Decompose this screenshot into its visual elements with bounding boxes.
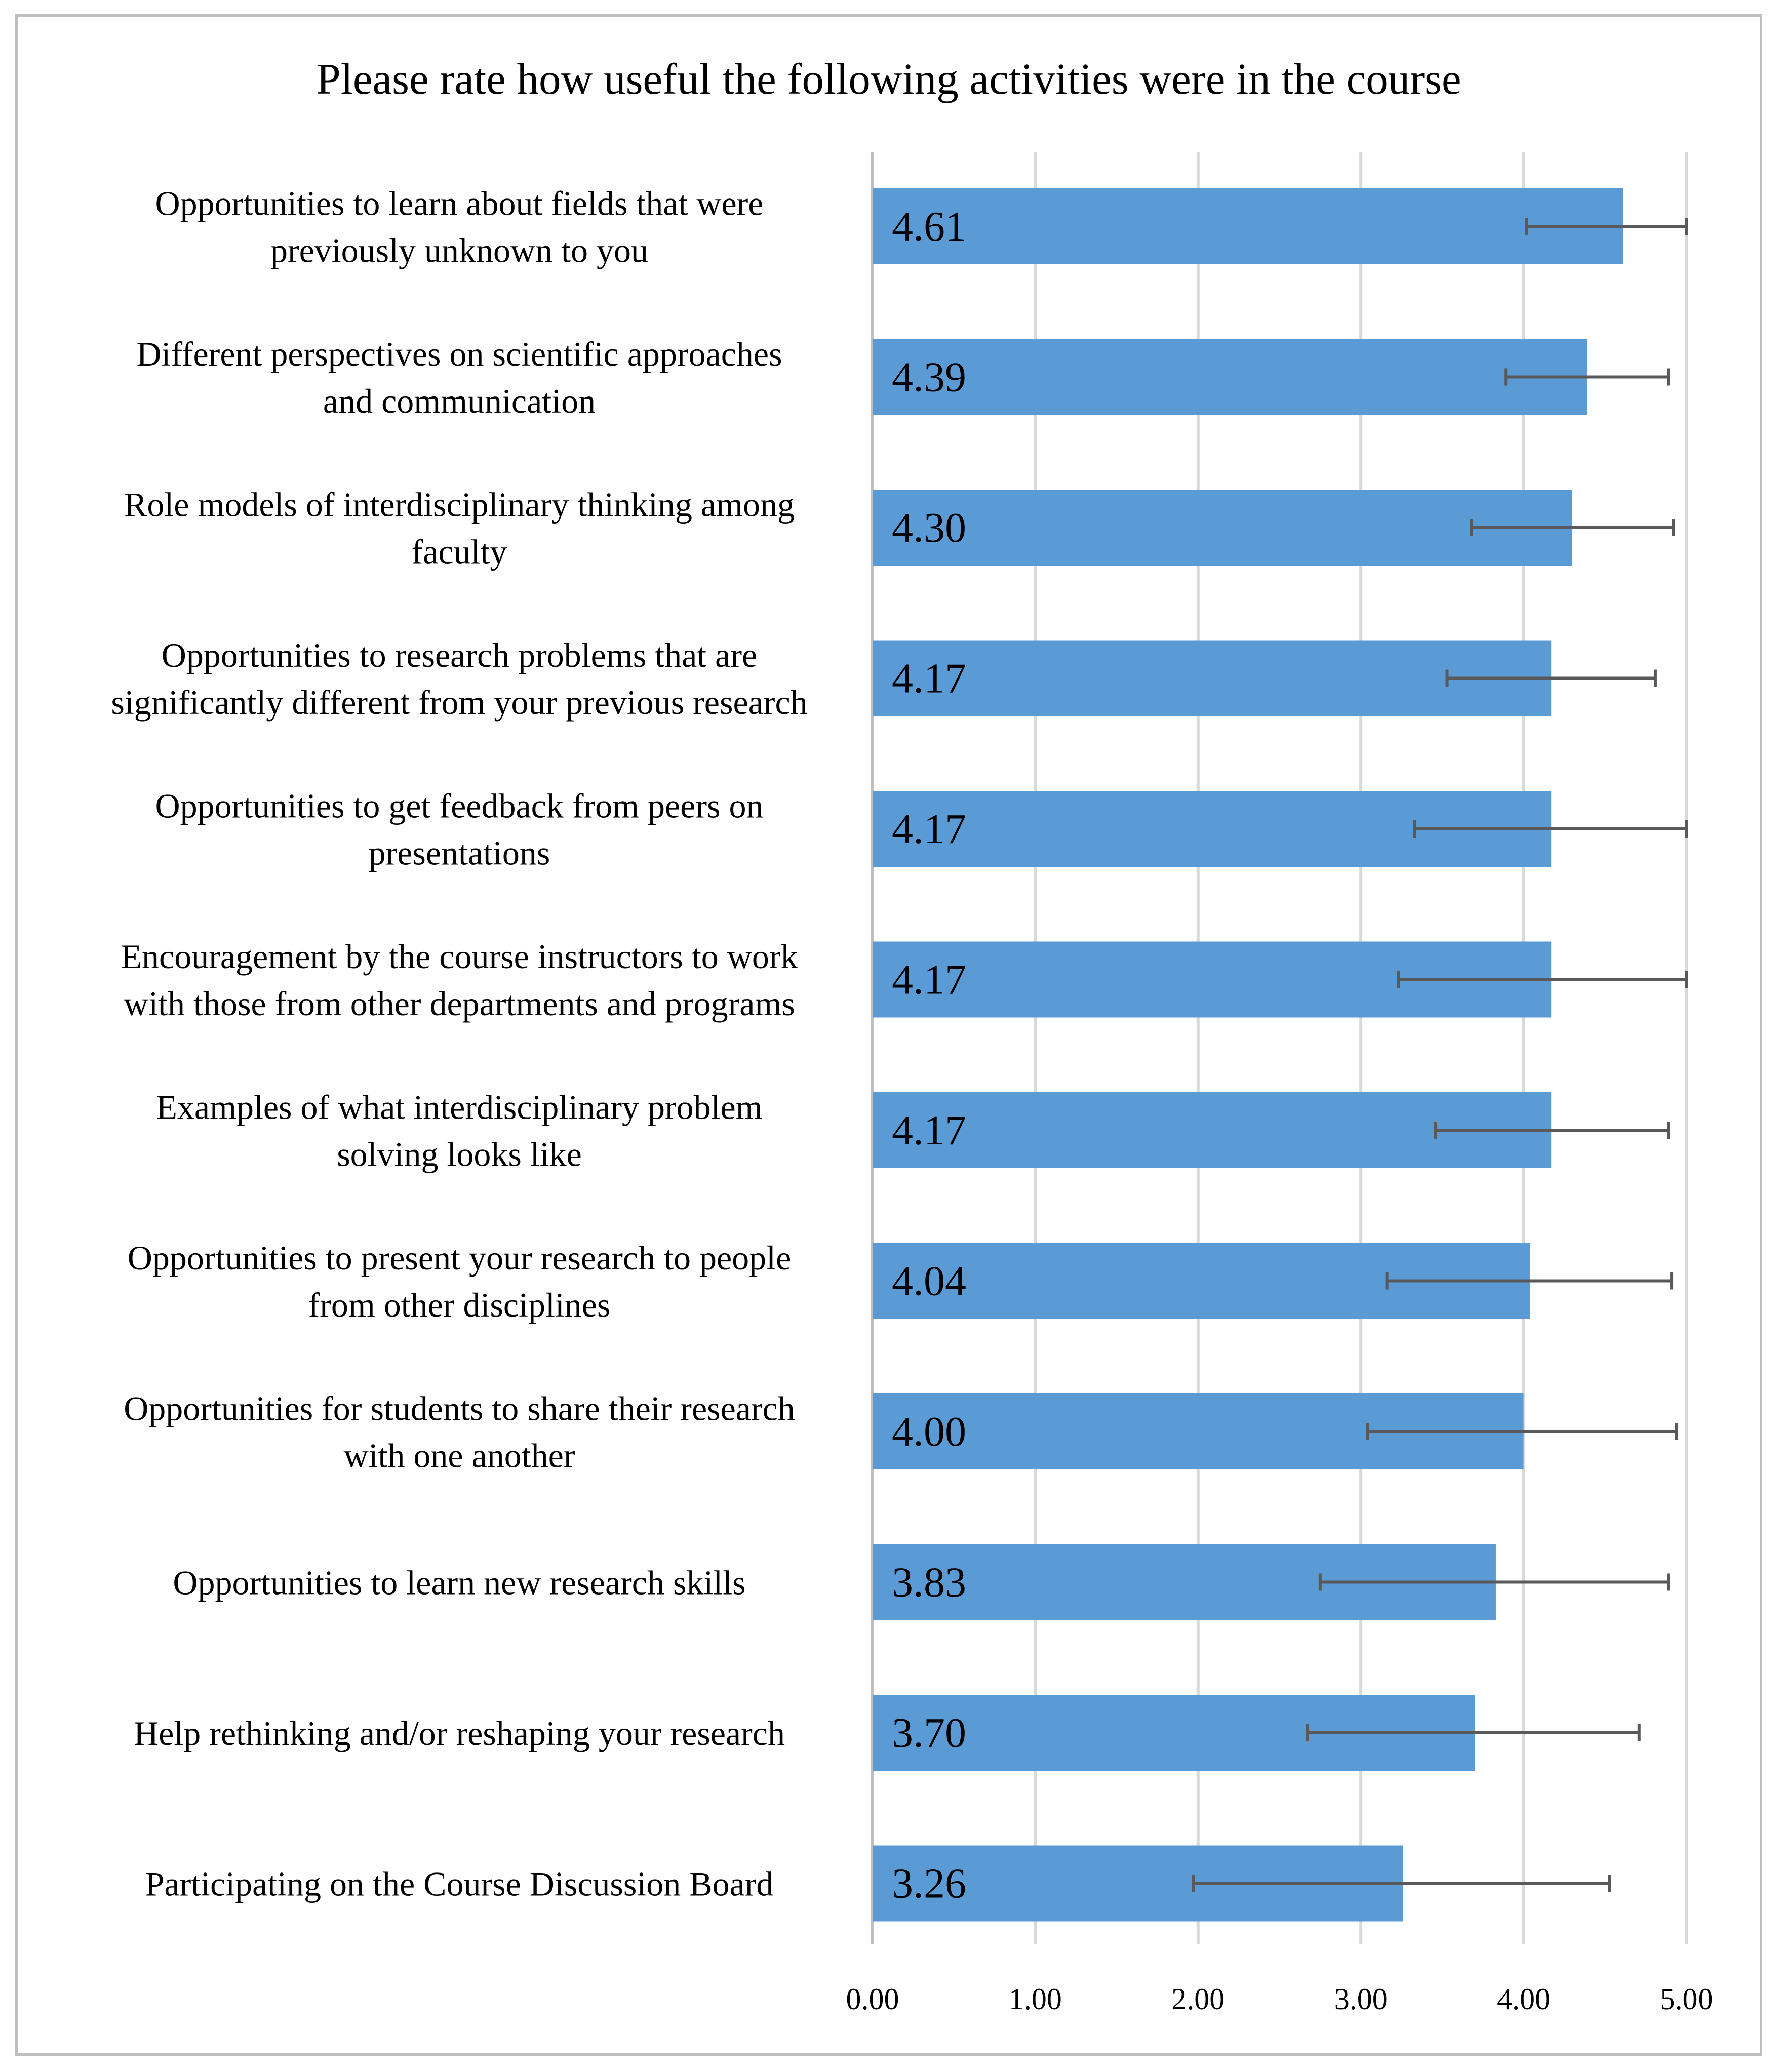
data-label: 4.00 [892, 1408, 966, 1455]
category-label-line: with one another [344, 1437, 575, 1475]
data-label: 4.61 [892, 203, 966, 250]
category-label-line: previously unknown to you [270, 231, 648, 270]
chart-title: Please rate how useful the following act… [316, 54, 1461, 103]
category-label-line: faculty [412, 533, 507, 571]
data-label: 4.17 [892, 806, 966, 853]
gridlines [871, 152, 1688, 1944]
category-label-line: Opportunities to research problems that … [162, 636, 757, 674]
data-label: 4.30 [892, 504, 966, 551]
category-label-line: Different perspectives on scientific app… [136, 335, 782, 373]
category-label: Opportunities to learn new research skil… [173, 1564, 745, 1602]
x-tick-label: 5.00 [1660, 1982, 1713, 2016]
category-label: Encouragement by the course instructors … [121, 937, 798, 1023]
x-axis-ticks: 0.00 1.00 2.00 3.00 4.00 5.00 [846, 1982, 1713, 2016]
category-label: Help rethinking and/or reshaping your re… [134, 1714, 785, 1752]
data-label: 4.17 [892, 957, 966, 1004]
x-tick-label: 2.00 [1171, 1982, 1225, 2016]
category-label-line: Opportunities to get feedback from peers… [155, 787, 764, 825]
x-tick-label: 1.00 [1009, 1982, 1062, 2016]
data-label: 3.26 [892, 1860, 966, 1907]
data-label: 4.17 [892, 1107, 966, 1154]
data-label: 4.04 [892, 1258, 966, 1305]
category-label-line: from other disciplines [308, 1286, 611, 1324]
category-label: Opportunities to research problems that … [111, 636, 807, 722]
category-label: Role models of interdisciplinary thinkin… [124, 486, 795, 571]
category-label-line: Examples of what interdisciplinary probl… [156, 1088, 762, 1127]
category-label-line: Opportunities to present your research t… [128, 1239, 792, 1277]
category-label: Participating on the Course Discussion B… [145, 1865, 774, 1903]
category-label-line: Participating on the Course Discussion B… [145, 1865, 774, 1903]
data-label: 3.70 [892, 1709, 966, 1757]
data-label: 4.17 [892, 655, 966, 702]
category-label-line: Help rethinking and/or reshaping your re… [134, 1714, 785, 1752]
x-tick-label: 4.00 [1497, 1982, 1550, 2016]
category-label-line: Opportunities to learn new research skil… [173, 1564, 745, 1602]
bars [873, 188, 1623, 1922]
category-label-line: solving looks like [337, 1135, 582, 1174]
category-label: Opportunities to present your research t… [128, 1239, 792, 1324]
error-bars [1192, 218, 1688, 1892]
bar [873, 640, 1552, 716]
bar [873, 339, 1587, 415]
category-label: Examples of what interdisciplinary probl… [156, 1088, 762, 1174]
chart-frame: Please rate how useful the following act… [15, 14, 1762, 2056]
x-tick-label: 0.00 [846, 1982, 899, 2016]
data-label: 3.83 [892, 1559, 966, 1606]
category-label-line: Opportunities for students to share thei… [124, 1389, 795, 1428]
category-label: Different perspectives on scientific app… [136, 335, 782, 420]
category-label-line: Opportunities to learn about fields that… [155, 184, 764, 223]
bar [873, 490, 1573, 566]
category-label: Opportunities to get feedback from peers… [155, 787, 764, 872]
category-label: Opportunities for students to share thei… [124, 1389, 795, 1475]
category-label-line: Role models of interdisciplinary thinkin… [124, 486, 795, 524]
bar-chart: Please rate how useful the following act… [111, 54, 1713, 2016]
category-labels: Opportunities to learn about fields that… [111, 184, 807, 1903]
value-labels: 4.61 4.39 4.30 4.17 4.17 4.17 4.17 4.04 4.00 3.83… [892, 203, 966, 1907]
category-label-line: significantly different from your previo… [111, 683, 807, 722]
x-tick-label: 3.00 [1334, 1982, 1388, 2016]
category-label-line: Encouragement by the course instructors … [121, 937, 798, 976]
category-label-line: presentations [369, 834, 550, 872]
category-label: Opportunities to learn about fields that… [155, 184, 764, 270]
data-label: 4.39 [892, 354, 966, 401]
category-label-line: with those from other departments and pr… [124, 984, 795, 1023]
bar [873, 188, 1623, 264]
category-label-line: and communication [323, 382, 596, 420]
